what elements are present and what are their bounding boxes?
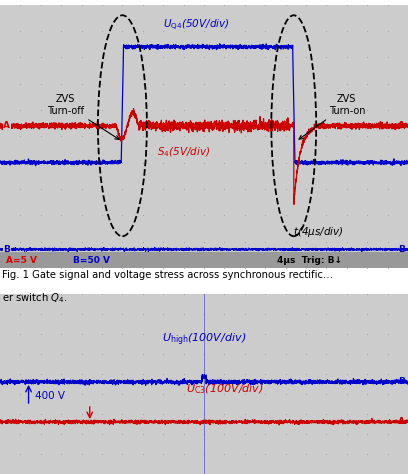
Text: ZVS
Turn-off: ZVS Turn-off (47, 94, 119, 139)
Text: Fig. 1 Gate signal and voltage stress across synchronous rectific…: Fig. 1 Gate signal and voltage stress ac… (2, 270, 333, 280)
Text: $U_{\mathrm{Q4}}$(50V/div): $U_{\mathrm{Q4}}$(50V/div) (162, 18, 229, 33)
Text: A: A (398, 418, 405, 427)
Bar (0, 252, 408, 268)
Text: er switch $Q_4$.: er switch $Q_4$. (2, 292, 67, 305)
Text: 4μs  Trig: B↓: 4μs Trig: B↓ (277, 256, 342, 265)
Text: B: B (3, 245, 10, 254)
Text: 400 V: 400 V (35, 391, 65, 401)
Text: $U_{\mathrm{C3}}$(100V/div): $U_{\mathrm{C3}}$(100V/div) (186, 383, 263, 396)
Text: $U_{\mathrm{high}}$(100V/div): $U_{\mathrm{high}}$(100V/div) (162, 331, 246, 348)
Text: $S_{4}$(5V/div): $S_{4}$(5V/div) (157, 145, 210, 159)
Text: A: A (398, 121, 405, 130)
Text: B: B (398, 377, 405, 386)
Text: ZVS
Turn-on: ZVS Turn-on (299, 94, 365, 139)
Text: B: B (398, 245, 405, 254)
Text: A: A (3, 121, 10, 130)
Text: B=50 V: B=50 V (73, 256, 111, 265)
Text: $t$(4μs/div): $t$(4μs/div) (293, 225, 344, 239)
Text: A=5 V: A=5 V (6, 256, 37, 265)
